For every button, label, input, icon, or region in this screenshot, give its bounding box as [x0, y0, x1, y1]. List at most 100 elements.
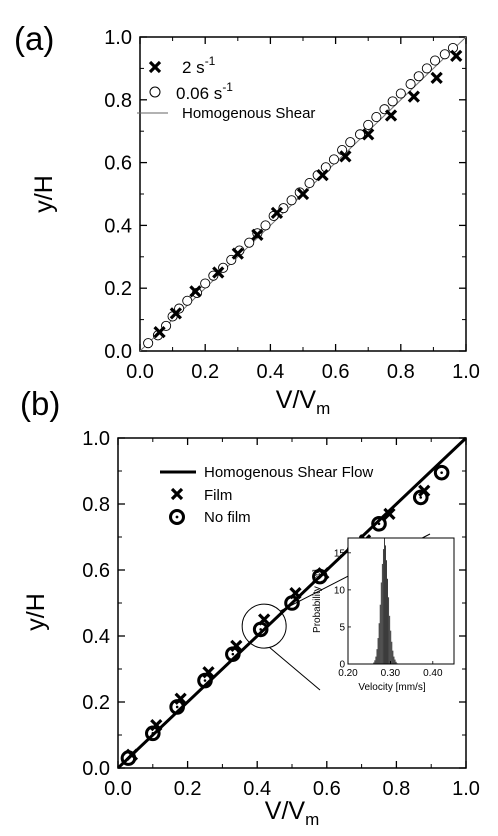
panel-b-x-tick-labels: 0.0 0.2 0.4 0.6 0.8 1.0 [104, 778, 480, 800]
panel-a-label: (a) [14, 20, 54, 57]
data-point-bullseye-center [175, 705, 179, 709]
y-tick-label: 0.0 [82, 758, 110, 780]
data-point-circle [363, 119, 374, 130]
data-point-cross [316, 169, 329, 182]
data-point-bullseye [433, 464, 450, 481]
panel-a-legend: 2 s-1 0.06 s-1 Homogenous Shear [137, 54, 315, 122]
data-point-bullseye-center [151, 732, 155, 735]
y-tick-label: 1.0 [104, 27, 132, 49]
panel-b: (b) 0.0 0.2 0.4 0.6 0.8 1.0 0.0 0.2 0.4 0.6 0.8 1.… [20, 385, 480, 829]
data-point-cross [212, 266, 225, 279]
data-point-circle [387, 96, 398, 107]
data-point-bullseye-center [231, 652, 235, 656]
data-point-cross [339, 150, 352, 163]
panel-b-y-axis-label: y/H [22, 593, 50, 631]
histogram-bar [390, 630, 392, 664]
inset-x-tick-label: 0.40 [423, 668, 443, 679]
data-point-bullseye-center [440, 471, 443, 474]
data-point-bullseye-center [318, 575, 322, 578]
data-point-bullseye-center [259, 628, 262, 631]
data-point-bullseye [169, 699, 185, 715]
data-point-circle [395, 88, 406, 99]
data-point-bullseye-center [419, 496, 423, 499]
data-point-cross [384, 109, 398, 122]
y-tick-label: 0.8 [104, 90, 132, 112]
histogram-bar [392, 650, 394, 664]
data-point-bullseye-center [290, 601, 294, 605]
legend-marker-no-film [169, 509, 185, 525]
histogram-bar [382, 549, 384, 664]
data-point-cross [450, 49, 463, 62]
data-point-cross [251, 228, 264, 241]
data-point-bullseye-center [377, 522, 381, 526]
data-point-bullseye-center [203, 679, 207, 682]
histogram-bar [394, 659, 396, 664]
data-point-circle [304, 177, 315, 189]
data-point-circle [244, 237, 255, 248]
panel-b-legend: Homogenous Shear Flow Film No film [160, 464, 373, 526]
x-tick-label: 0.6 [322, 361, 350, 383]
histogram-bar [380, 582, 382, 664]
data-point-circle [439, 49, 450, 60]
data-point-bullseye [312, 568, 328, 585]
data-point-bullseye [371, 516, 387, 532]
data-point-circle [405, 79, 416, 90]
histogram-bar [385, 545, 386, 664]
x-tick-label: 0.2 [191, 361, 219, 383]
histogram-bar [373, 662, 375, 664]
data-point-circle [429, 55, 441, 66]
data-point-bullseye [412, 489, 429, 506]
data-point-circle [260, 220, 271, 231]
inset-y-tick-label: 0 [339, 660, 345, 671]
inset-y-axis-label: Probability [%] [312, 569, 323, 633]
data-point-bullseye [252, 621, 269, 638]
data-point-circle [143, 338, 154, 349]
histogram-bar [395, 661, 397, 664]
y-tick-label: 0.6 [82, 560, 110, 582]
inset-y-tick-label: 5 [339, 622, 345, 633]
data-point-bullseye [284, 595, 300, 611]
legend-label-2s: 2 s-1 [182, 54, 216, 77]
data-point-cross [430, 71, 443, 84]
legend-label-film: Film [204, 487, 232, 504]
panel-a-ticks [139, 36, 467, 352]
zoom-connector-bottom [268, 646, 321, 691]
histogram-bar [376, 649, 378, 664]
y-tick-label: 0.8 [82, 494, 110, 516]
y-tick-label: 0.2 [82, 692, 110, 714]
data-point-cross [270, 206, 284, 219]
data-point-cross [407, 90, 420, 103]
data-point-cross [296, 187, 310, 201]
panel-b-ticks [117, 437, 467, 769]
data-point-circle [371, 112, 382, 123]
inset-y-tick-label: 10 [334, 585, 346, 596]
histogram-bar [379, 604, 381, 664]
data-point-circle [345, 137, 356, 148]
x-tick-label: 0.4 [243, 778, 271, 800]
histogram-bar [375, 656, 377, 664]
inset-x-axis-label: Velocity [mm/s] [358, 682, 425, 693]
data-point-cross [189, 285, 202, 298]
inset-ticks: 0.20 0.30 0.40 0 5 10 15 [334, 548, 443, 679]
panel-b-x-axis-label: V/Vm [265, 797, 319, 829]
legend-marker-0.06s [149, 86, 161, 98]
y-tick-label: 0.6 [104, 153, 132, 175]
panel-b-y-tick-labels: 0.0 0.2 0.4 0.6 0.8 1.0 [82, 428, 110, 780]
histogram-bar [389, 615, 391, 664]
histogram-bar [393, 656, 395, 664]
legend-label-0.06s: 0.06 s-1 [176, 80, 233, 103]
inset-x-tick-label: 0.20 [338, 668, 358, 679]
data-point-circle [421, 63, 432, 74]
y-tick-label: 0.4 [104, 215, 132, 237]
histogram-bar [378, 623, 380, 664]
histogram-bar [374, 660, 376, 664]
inset-histogram: 0.20 0.30 0.40 0 5 10 15 Velocity [mm/s] Proba… [312, 537, 455, 693]
zoom-circle [241, 603, 287, 649]
data-point-circle [354, 129, 366, 140]
data-point-circle [413, 71, 424, 82]
panel-a-y-tick-labels: 0.0 0.2 0.4 0.6 0.8 1.0 [104, 27, 132, 363]
x-tick-label: 0.0 [104, 778, 132, 800]
x-tick-label: 0.6 [313, 778, 341, 800]
data-point-cross [362, 128, 375, 141]
